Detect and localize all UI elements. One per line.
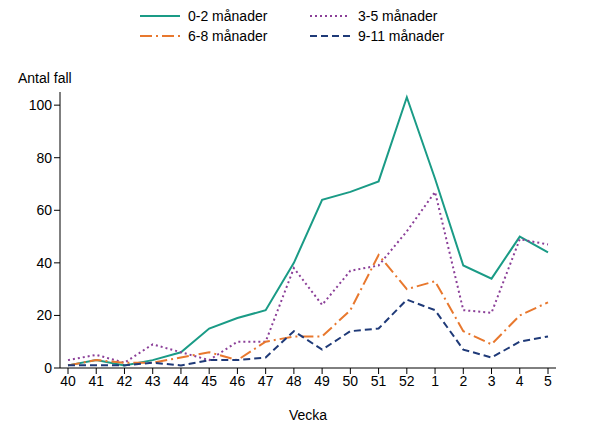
svg-text:42: 42 bbox=[117, 373, 133, 389]
svg-text:Vecka: Vecka bbox=[289, 407, 327, 423]
html-text:9-11 månader: 9-11 månader bbox=[358, 28, 445, 44]
svg-text:1: 1 bbox=[431, 373, 439, 389]
svg-text:47: 47 bbox=[258, 373, 274, 389]
svg-text:48: 48 bbox=[286, 373, 302, 389]
svg-text:52: 52 bbox=[399, 373, 415, 389]
svg-text:4: 4 bbox=[516, 373, 524, 389]
svg-text:40: 40 bbox=[36, 255, 52, 271]
svg-text:49: 49 bbox=[314, 373, 330, 389]
html-text:0-2 månader: 0-2 månader bbox=[188, 8, 268, 24]
svg-text:0: 0 bbox=[44, 360, 52, 376]
html-text:Antal fall: Antal fall bbox=[18, 70, 72, 86]
svg-text:41: 41 bbox=[88, 373, 104, 389]
svg-text:20: 20 bbox=[36, 307, 52, 323]
svg-text:100: 100 bbox=[29, 97, 53, 113]
svg-text:46: 46 bbox=[230, 373, 246, 389]
svg-text:40: 40 bbox=[60, 373, 76, 389]
svg-text:3: 3 bbox=[488, 373, 496, 389]
html-text:6-8 månader: 6-8 månader bbox=[188, 28, 268, 44]
html-text:3-5 månader: 3-5 månader bbox=[358, 8, 438, 24]
svg-text:51: 51 bbox=[371, 373, 387, 389]
svg-text:60: 60 bbox=[36, 202, 52, 218]
svg-text:50: 50 bbox=[343, 373, 359, 389]
svg-text:2: 2 bbox=[459, 373, 467, 389]
svg-text:80: 80 bbox=[36, 150, 52, 166]
svg-text:43: 43 bbox=[145, 373, 161, 389]
svg-text:5: 5 bbox=[544, 373, 552, 389]
svg-text:44: 44 bbox=[173, 373, 189, 389]
svg-text:45: 45 bbox=[201, 373, 217, 389]
